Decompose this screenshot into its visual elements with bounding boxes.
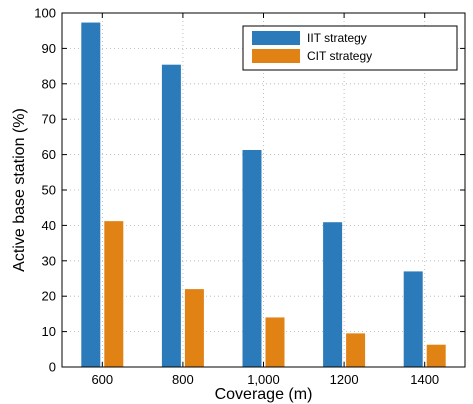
bar-cit-1: [184, 289, 204, 367]
x-tick-labels: 600 800 1,000 1200 1400: [91, 372, 439, 387]
bars: [81, 22, 446, 368]
x-tick-label: 600: [91, 372, 113, 387]
grid: [62, 13, 465, 367]
legend-swatch-cit: [252, 49, 300, 63]
legend: IIT strategy CIT strategy: [242, 25, 458, 71]
legend-swatch-iit: [252, 31, 300, 45]
y-tick-label: 60: [42, 147, 56, 162]
bar-iit-4: [403, 271, 423, 367]
y-tick-label: 30: [42, 253, 56, 268]
axis-ticks: [62, 12, 465, 368]
x-tick-label: 1,000: [247, 372, 280, 387]
bar-cit-0: [104, 221, 124, 367]
y-tick-label: 50: [42, 183, 56, 198]
y-tick-label: 20: [42, 289, 56, 304]
bar-cit-3: [346, 333, 366, 367]
y-tick-label: 80: [42, 76, 56, 91]
x-axis-label: Coverage (m): [215, 386, 313, 403]
y-tick-label: 70: [42, 112, 56, 127]
y-tick-label: 100: [34, 6, 56, 21]
y-axis-label: Active base station (%): [11, 108, 28, 272]
y-tick-label: 90: [42, 41, 56, 56]
y-tick-label: 40: [42, 218, 56, 233]
bar-iit-0: [81, 22, 101, 367]
legend-label-cit: CIT strategy: [307, 49, 372, 63]
bar-cit-4: [426, 344, 446, 367]
y-tick-label: 0: [49, 360, 56, 375]
bar-iit-3: [323, 222, 343, 367]
x-tick-label: 1400: [410, 372, 439, 387]
y-tick-label: 10: [42, 324, 56, 339]
legend-label-iit: IIT strategy: [307, 31, 367, 45]
bar-cit-2: [265, 317, 285, 367]
x-tick-label: 800: [172, 372, 194, 387]
bar-iit-2: [242, 149, 262, 367]
x-tick-label: 1200: [330, 372, 359, 387]
bar-iit-1: [161, 64, 181, 368]
y-tick-labels: 0 10 20 30 40 50 60 70 80 90 100: [34, 6, 56, 375]
